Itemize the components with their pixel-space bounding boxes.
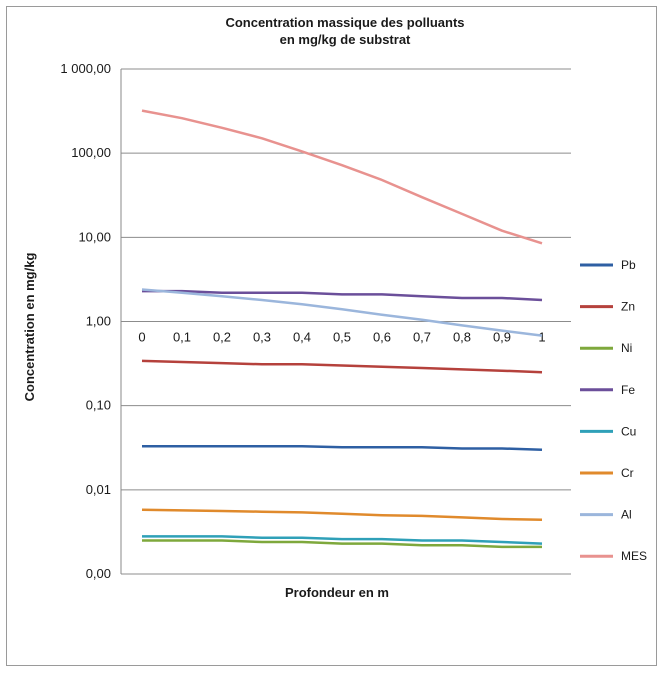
series-line-ni — [142, 539, 542, 549]
y-gridlines — [121, 68, 571, 575]
series-line-cr — [141, 508, 543, 522]
legend-label-cu: Cu — [621, 424, 636, 438]
chart-title-line-2: en mg/kg de substrat — [280, 32, 411, 47]
legend-label-cr: Cr — [621, 466, 634, 480]
x-tick-label: 0,3 — [253, 330, 271, 345]
series-line-zn — [141, 359, 543, 374]
x-tick-label: 0,8 — [453, 330, 471, 345]
x-tick-labels: 0 0,1 0,2 0,3 0,4 0,5 0,6 0,7 0,8 0,9 1 — [138, 330, 545, 345]
legend-label-mes: MES — [621, 549, 647, 563]
y-tick-label: 10,00 — [78, 229, 111, 244]
legend-label-fe: Fe — [621, 383, 635, 397]
y-tick-labels: 0,00 0,01 0,10 1,00 10,00 100,00 1 000,00 — [60, 61, 111, 581]
x-tick-label: 0,5 — [333, 330, 351, 345]
legend-label-ni: Ni — [621, 341, 632, 355]
x-tick-label: 0,9 — [493, 330, 511, 345]
y-tick-label: 100,00 — [71, 145, 111, 160]
series-lines — [141, 109, 543, 549]
chart-title-line-1: Concentration massique des polluants — [225, 15, 464, 30]
x-tick-label: 0,6 — [373, 330, 391, 345]
y-tick-label: 0,01 — [86, 482, 111, 497]
legend-label-al: Al — [621, 508, 632, 522]
series-line-pb — [142, 444, 543, 451]
y-axis-title: Concentration en mg/kg — [22, 253, 37, 402]
legend-label-zn: Zn — [621, 300, 635, 314]
y-tick-label: 1,00 — [86, 314, 111, 329]
series-line-cu — [142, 535, 543, 545]
x-tick-label: 0,7 — [413, 330, 431, 345]
series-line-fe — [142, 289, 543, 302]
chart: Concentration massique des polluants en … — [22, 15, 647, 600]
series-line-al — [141, 288, 543, 337]
y-tick-label: 0,00 — [86, 566, 111, 581]
legend: Pb Zn Ni Fe Cu Cr Al MES — [580, 258, 647, 563]
x-tick-label: 0,2 — [213, 330, 231, 345]
chart-frame: Concentration massique des polluants en … — [6, 6, 657, 666]
x-tick-label: 0,4 — [293, 330, 311, 345]
legend-label-pb: Pb — [621, 258, 636, 272]
x-tick-label: 0,1 — [173, 330, 191, 345]
y-tick-label: 1 000,00 — [60, 61, 111, 76]
series-line-mes — [141, 109, 543, 245]
x-tick-label: 1 — [538, 330, 545, 345]
x-tick-label: 0 — [138, 330, 145, 345]
x-axis-title: Profondeur en m — [285, 585, 389, 600]
y-tick-label: 0,10 — [86, 398, 111, 413]
